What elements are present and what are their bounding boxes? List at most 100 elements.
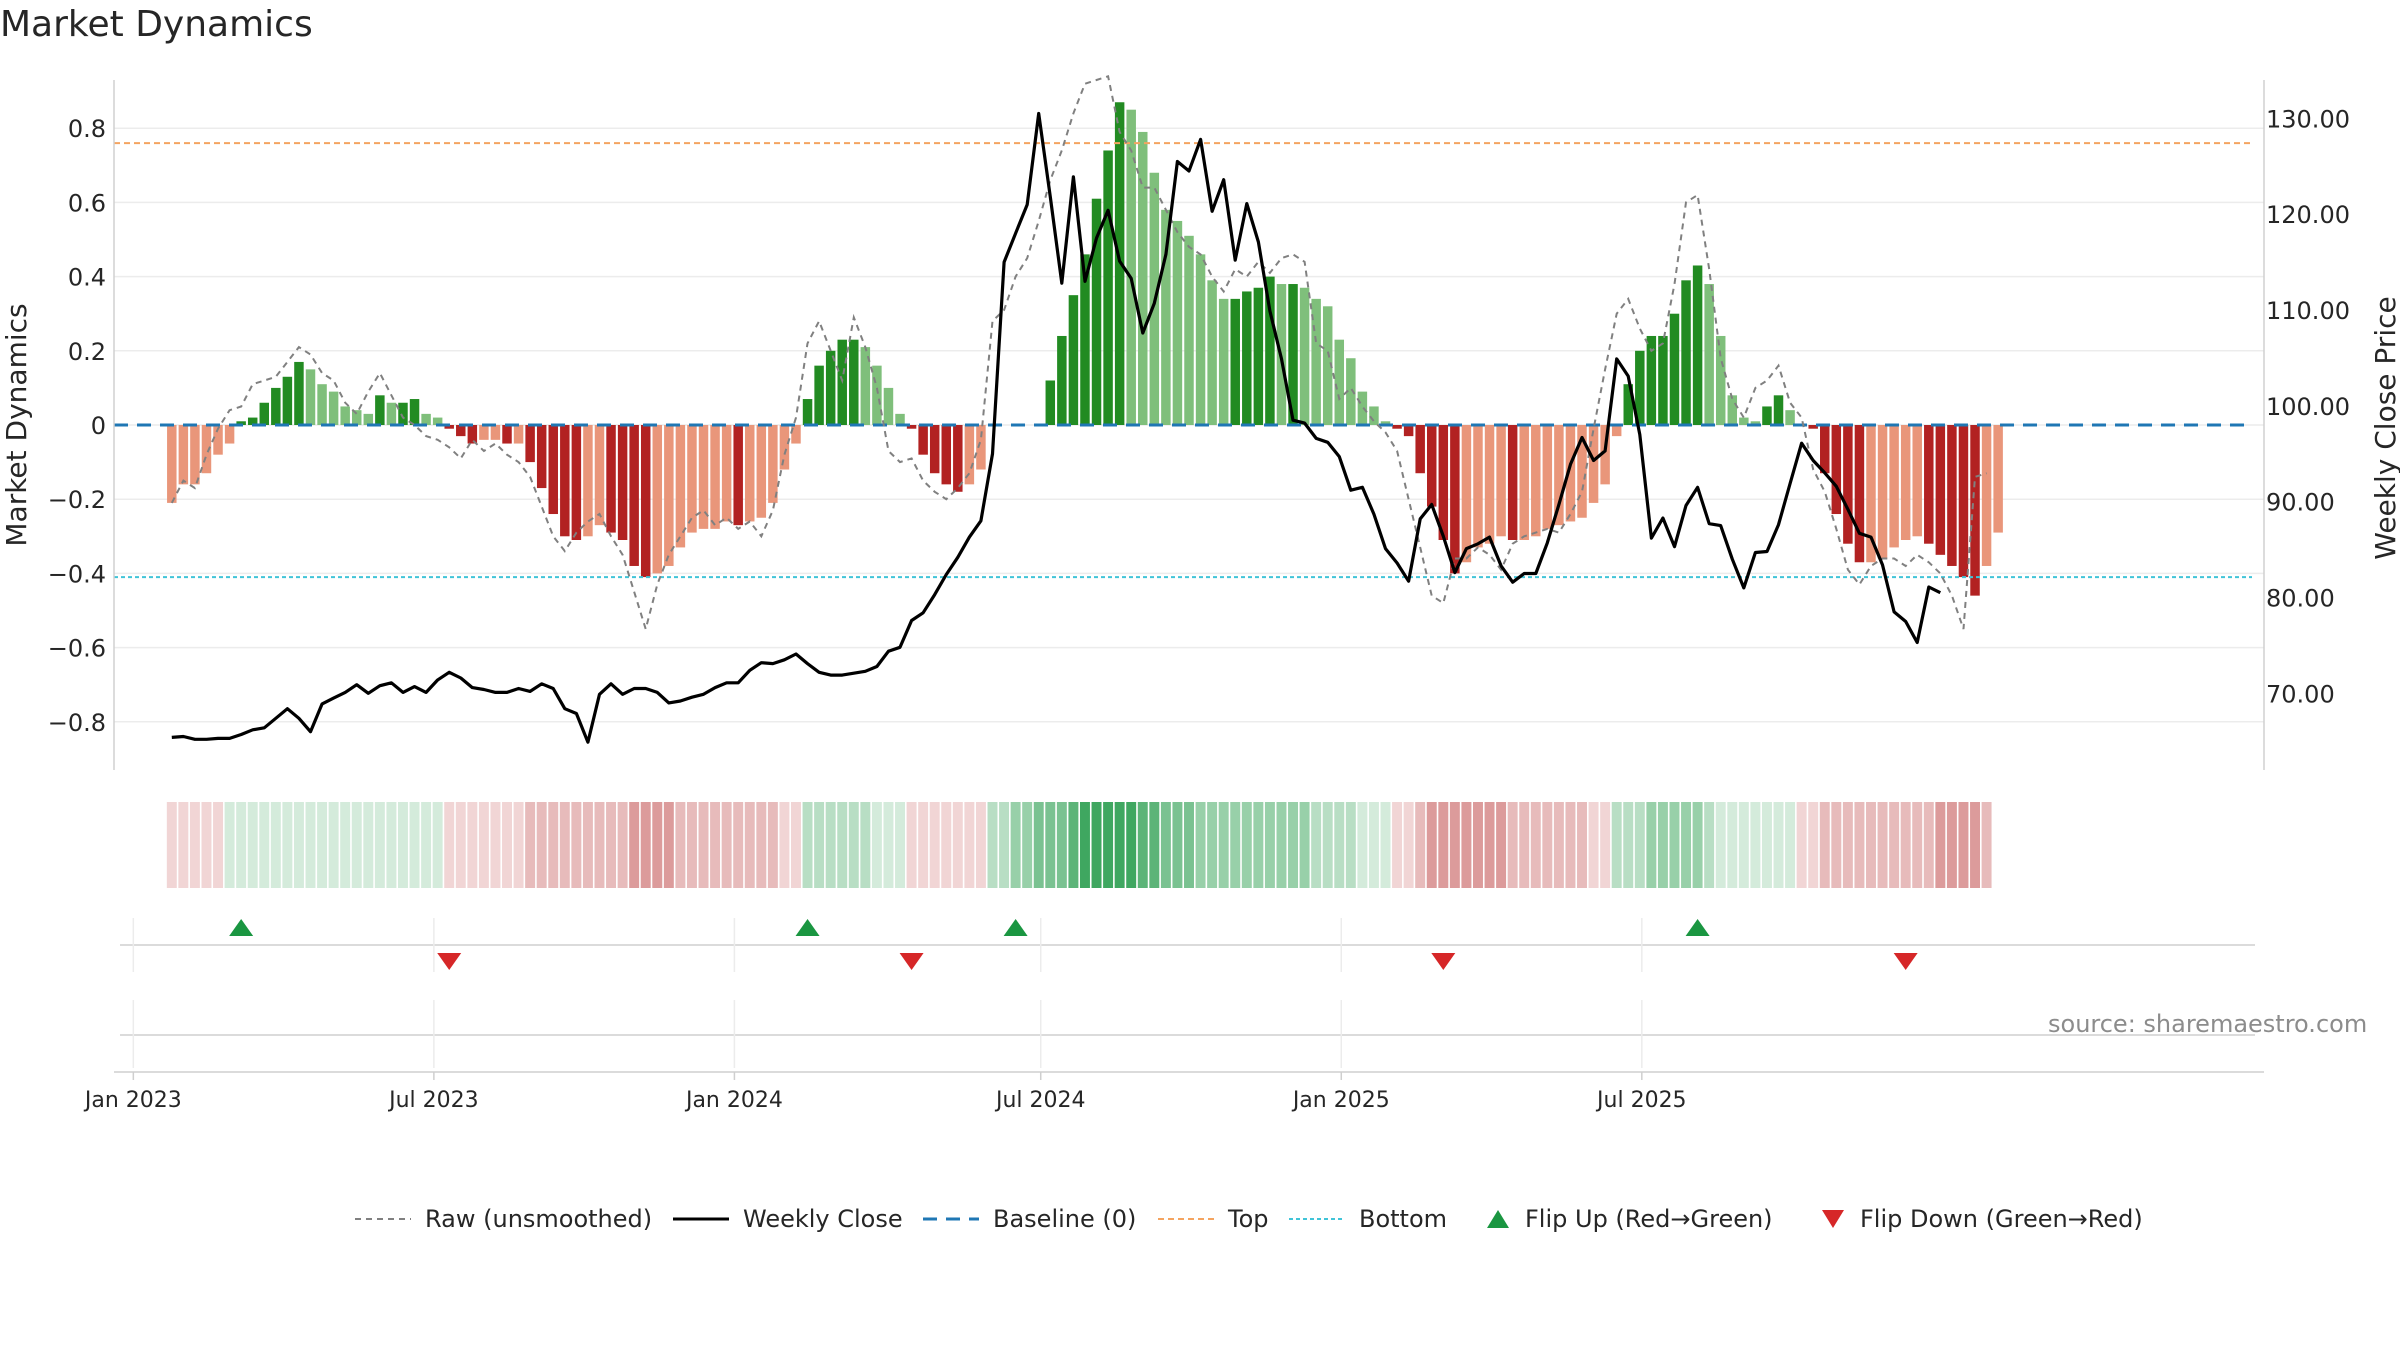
- signal-strip-cell: [1415, 802, 1426, 888]
- dynamics-bar: [849, 339, 859, 425]
- dynamics-bar: [1473, 425, 1483, 548]
- dynamics-bar: [363, 413, 374, 425]
- dynamics-bar: [1218, 298, 1229, 425]
- dynamics-bar: [976, 425, 986, 470]
- y-left-tick-label: 0: [91, 412, 106, 440]
- dynamics-bar: [224, 425, 235, 444]
- dynamics-bar: [1461, 425, 1472, 563]
- legend-baseline: Baseline (0): [923, 1204, 1136, 1234]
- signal-strip-cell: [975, 802, 986, 888]
- signal-strip-cell: [686, 802, 697, 888]
- dynamics-bar: [1346, 358, 1356, 425]
- dynamics-bar: [629, 425, 639, 566]
- dynamics-bar: [1669, 313, 1680, 425]
- signal-strip-cell: [1484, 802, 1495, 888]
- dynamics-bar: [1843, 425, 1853, 544]
- signal-strip-cell: [270, 802, 281, 888]
- signal-strip-cell: [837, 802, 848, 888]
- signal-strip-cell: [1137, 802, 1148, 888]
- dynamics-bar: [1322, 306, 1333, 425]
- x-tick-label: Jul 2025: [1595, 1088, 1687, 1113]
- signal-strip-cell: [582, 802, 593, 888]
- dynamics-bar: [814, 365, 824, 425]
- dynamics-bar: [386, 402, 397, 425]
- dynamics-bar: [1392, 425, 1402, 429]
- signal-strip-cell: [293, 802, 304, 888]
- dynamics-bar: [178, 425, 189, 485]
- y-left-tick-label: 0.4: [68, 264, 106, 292]
- signal-strip-cell: [1912, 802, 1923, 888]
- dynamics-bar: [190, 425, 200, 485]
- signal-strip-cell: [1507, 802, 1518, 888]
- dynamics-bar: [467, 425, 478, 444]
- dynamics-bar: [571, 425, 582, 540]
- legend-raw-label: Raw (unsmoothed): [425, 1205, 653, 1233]
- dynamics-bar: [872, 365, 882, 425]
- signal-strip-cell: [1068, 802, 1079, 888]
- signal-strip-cell: [1380, 802, 1391, 888]
- chart-title: Market Dynamics: [0, 4, 313, 45]
- signal-strip-cell: [548, 802, 559, 888]
- signal-strip-cell: [1831, 802, 1842, 888]
- dynamics-bar: [525, 425, 535, 463]
- signal-strip-cell: [559, 802, 570, 888]
- dynamics-bar: [1739, 417, 1749, 425]
- signal-strip-cell: [779, 802, 790, 888]
- dynamics-bar: [721, 425, 732, 522]
- dynamics-bar: [1727, 395, 1738, 425]
- signal-strip-cell: [1623, 802, 1634, 888]
- signal-strip-cell: [166, 802, 177, 888]
- signal-strip-cell: [1033, 802, 1044, 888]
- signal-strip-cell: [1761, 802, 1772, 888]
- legend-bottom: Bottom: [1289, 1204, 1447, 1234]
- flip-down-marker: [1893, 953, 1918, 970]
- dynamics-bar: [236, 421, 246, 425]
- signal-strip-cell: [652, 802, 663, 888]
- signal-strip-cell: [1010, 802, 1021, 888]
- dynamics-bar: [1924, 425, 1934, 544]
- dynamics-bar: [906, 425, 917, 429]
- y-left-tick-label: −0.8: [48, 709, 106, 737]
- signal-strip-cell: [1970, 802, 1981, 888]
- signal-strip-cell: [675, 802, 686, 888]
- dynamics-bar: [1554, 425, 1564, 526]
- flip-up-marker: [795, 919, 820, 936]
- signal-strip-cell: [1091, 802, 1102, 888]
- signal-strip-cell: [363, 802, 374, 888]
- dynamics-bar: [825, 350, 836, 425]
- signal-strip-cell: [1403, 802, 1414, 888]
- dynamics-bar: [1138, 131, 1148, 425]
- signal-strip-cell: [1704, 802, 1715, 888]
- dynamics-bar: [1427, 425, 1437, 507]
- signal-strip-cell: [1311, 802, 1322, 888]
- signal-strip-cell: [825, 802, 836, 888]
- signal-strip-cell: [941, 802, 952, 888]
- dynamics-bar: [1334, 339, 1345, 425]
- y-right-tick-label: 130.00: [2266, 105, 2350, 133]
- dynamics-bar: [1565, 425, 1576, 522]
- signal-strip-cell: [1334, 802, 1345, 888]
- dynamics-bar: [640, 425, 651, 578]
- dynamics-bar: [791, 425, 801, 444]
- signal-strip-cell: [698, 802, 709, 888]
- dynamics-bar: [167, 425, 177, 503]
- signal-strip-cell: [1218, 802, 1229, 888]
- dynamics-bar: [1230, 298, 1240, 425]
- legend-flip-up-label: Flip Up (Red→Green): [1525, 1205, 1773, 1233]
- dynamics-bar: [1242, 291, 1252, 425]
- signal-strip-cell: [397, 802, 408, 888]
- dynamics-bar: [1380, 421, 1391, 425]
- dynamics-bar: [282, 376, 293, 425]
- dynamics-bar: [1045, 380, 1056, 425]
- dynamics-bar: [1080, 254, 1090, 425]
- signal-strip-cell: [1357, 802, 1368, 888]
- dynamics-bar: [340, 406, 350, 425]
- signal-strip-cell: [1184, 802, 1194, 888]
- signal-strip-cell: [871, 802, 882, 888]
- color-strip: [166, 802, 1992, 888]
- signal-strip-cell: [1773, 802, 1784, 888]
- signal-strip-cell: [1796, 802, 1807, 888]
- signal-strip-cell: [1241, 802, 1252, 888]
- legend-flip-down: Flip Down (Green→Red): [1820, 1204, 2143, 1234]
- y-left-tick-label: 0.8: [68, 115, 106, 143]
